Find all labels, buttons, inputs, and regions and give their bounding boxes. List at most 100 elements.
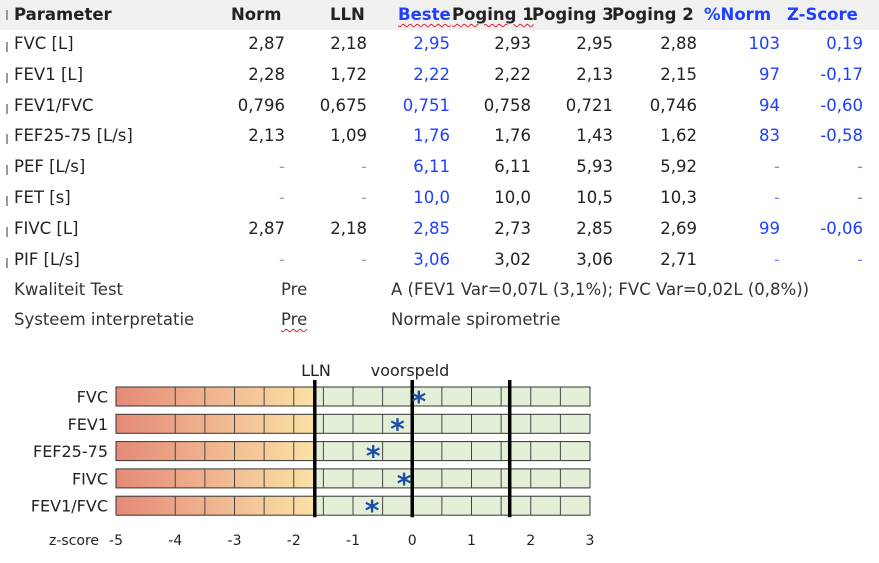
below-lln-band [115,413,316,434]
cell-lln: - [361,157,367,177]
cell-t1: 6,11 [494,157,531,177]
header-norm: Norm [231,5,282,24]
cell-param: FIVC [L] [14,218,79,238]
cell-best: 1,76 [413,126,450,146]
row-marker [6,10,8,20]
header-lln: LLN [330,5,365,24]
cell-lln: 1,72 [330,64,367,84]
normal-band [314,386,591,407]
cell-t3: 2,71 [660,249,697,269]
cell-z: -0,17 [820,64,863,84]
cell-t1: 1,76 [494,126,531,146]
cell-norm: 2,28 [248,64,285,84]
cell-param: FEV1/FVC [14,95,94,115]
table-row: FET [s] - - 10,0 10,0 10,5 10,3 - - [0,184,879,214]
z-score-marker: * [390,412,405,445]
cell-norm: - [279,157,285,177]
header-percent-norm: %Norm [704,5,772,24]
cell-param: PIF [L/s] [14,249,80,269]
x-tick-label: -4 [168,533,182,549]
cell-pct: 103 [748,34,781,53]
cell-t1: 0,758 [483,95,531,115]
cell-norm: - [279,188,285,207]
chart-row-label: FVC [77,388,108,407]
row-marker [6,165,8,176]
row-marker [6,134,8,145]
chart-row-label: FEF25-75 [33,442,108,461]
cell-z: -0,60 [820,95,863,115]
cell-t1: 10,0 [494,188,531,207]
cell-param: PEF [L/s] [14,157,86,177]
table-header: Parameter Norm LLN Beste Poging 1 Poging… [0,0,879,30]
cell-t3: 1,62 [660,126,697,146]
cell-t3: 0,746 [649,95,697,115]
table-row: FEV1 [L] 2,28 1,72 2,22 2,22 2,13 2,15 97 -0,17 [0,61,879,91]
row-marker [6,103,8,114]
normal-band [314,413,591,434]
cell-norm: 2,87 [248,34,285,53]
header-trial-1: Poging 1 [452,5,534,24]
cell-norm: 2,13 [248,126,285,146]
x-tick-label: 2 [526,533,535,549]
cell-best: 2,22 [413,64,450,84]
cell-t3: 2,69 [660,218,697,238]
cell-pct: - [774,157,780,177]
x-tick-label: 0 [408,533,417,549]
interpretation-phase: Pre [281,310,308,329]
cell-z: - [857,157,863,177]
cell-best: 6,11 [413,157,450,177]
header-trial-2: Poging 2 [612,5,694,24]
chart-row-label: FEV1 [68,415,108,434]
cell-pct: 83 [759,126,780,146]
cell-lln: - [361,188,367,207]
chart-row-label: FIVC [72,469,108,488]
header-parameter: Parameter [14,5,112,24]
below-lln-band [115,441,316,462]
cell-pct: - [774,249,780,269]
interpretation-label: Systeem interpretatie [14,310,195,329]
table-row: FEF25-75 [L/s] 2,13 1,09 1,76 1,76 1,43 1,62 83… [0,122,879,152]
x-tick-label: -5 [109,533,123,549]
table-row: FVC [L] 2,87 2,18 2,95 2,93 2,95 2,88 103 0,19 [0,30,879,60]
cell-best: 2,85 [413,218,450,238]
cell-t3: 2,88 [660,34,697,53]
below-lln-band [115,386,316,407]
z-score-marker: * [366,440,381,473]
cell-t3: 10,3 [660,188,697,207]
cell-param: FET [s] [14,188,71,207]
x-tick-label: -1 [346,533,360,549]
cell-norm: 2,87 [248,218,285,238]
cell-t1: 3,02 [494,249,531,269]
cell-param: FVC [L] [14,34,74,53]
below-lln-band [115,495,316,516]
cell-t2: 3,06 [576,249,613,269]
row-marker [6,257,8,268]
cell-t2: 2,13 [576,64,613,84]
cell-t2: 2,95 [576,34,613,53]
cell-param: FEF25-75 [L/s] [14,126,133,146]
below-lln-band [115,468,316,489]
cell-best: 0,751 [402,95,450,115]
cell-t1: 2,73 [494,218,531,238]
cell-best: 10,0 [413,188,450,207]
cell-lln: 2,18 [330,218,367,238]
x-tick-label: -2 [287,533,301,549]
z-score-marker: * [397,467,412,500]
normal-band [314,441,591,462]
z-score-marker: * [412,385,427,418]
cell-t2: 0,721 [565,95,613,115]
table-row: PEF [L/s] - - 6,11 6,11 5,93 5,92 - - [0,153,879,183]
cell-lln: 1,09 [330,126,367,146]
table-row: PIF [L/s] - - 3,06 3,02 3,06 2,71 - - [0,246,879,276]
header-best: Beste [398,5,451,24]
cell-best: 2,95 [413,34,450,53]
cell-best: 3,06 [413,249,450,269]
cell-t3: 2,15 [660,64,697,84]
row-marker [6,196,8,206]
quality-row: Kwaliteit Test Pre A (FEV1 Var=0,07L (3,… [0,276,879,306]
cell-t2: 10,5 [576,188,613,207]
cell-pct: - [774,188,780,207]
cell-norm: - [279,249,285,269]
z-score-marker: * [365,494,380,527]
cell-pct: 99 [759,218,780,238]
